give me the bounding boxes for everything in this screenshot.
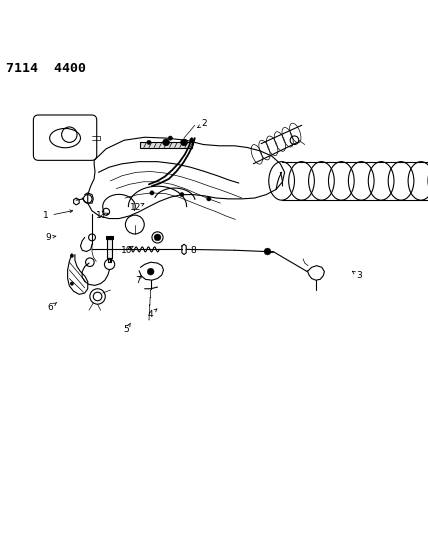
Text: 8: 8	[190, 246, 196, 255]
Circle shape	[70, 254, 74, 257]
Polygon shape	[107, 239, 112, 258]
Circle shape	[147, 268, 154, 275]
Text: 3: 3	[356, 271, 362, 280]
Polygon shape	[140, 142, 192, 148]
Circle shape	[168, 136, 172, 140]
Circle shape	[190, 138, 194, 142]
Polygon shape	[108, 258, 111, 262]
Text: 11: 11	[96, 212, 107, 221]
Text: 7114  4400: 7114 4400	[6, 62, 86, 75]
Circle shape	[147, 140, 151, 144]
Text: 9: 9	[45, 233, 51, 242]
Text: 12: 12	[131, 203, 142, 212]
Circle shape	[150, 191, 154, 195]
Text: 6: 6	[48, 303, 54, 312]
Circle shape	[207, 197, 211, 201]
Text: 2: 2	[202, 119, 208, 127]
Circle shape	[70, 282, 74, 285]
Circle shape	[264, 248, 271, 255]
Text: 1: 1	[43, 212, 49, 221]
Text: 10: 10	[121, 246, 132, 255]
Circle shape	[181, 139, 187, 146]
Circle shape	[154, 234, 161, 241]
Circle shape	[163, 139, 169, 146]
Text: 5: 5	[123, 325, 129, 334]
Polygon shape	[106, 236, 113, 239]
Circle shape	[180, 192, 184, 197]
Text: 7: 7	[135, 276, 141, 285]
Text: 4: 4	[148, 310, 154, 319]
